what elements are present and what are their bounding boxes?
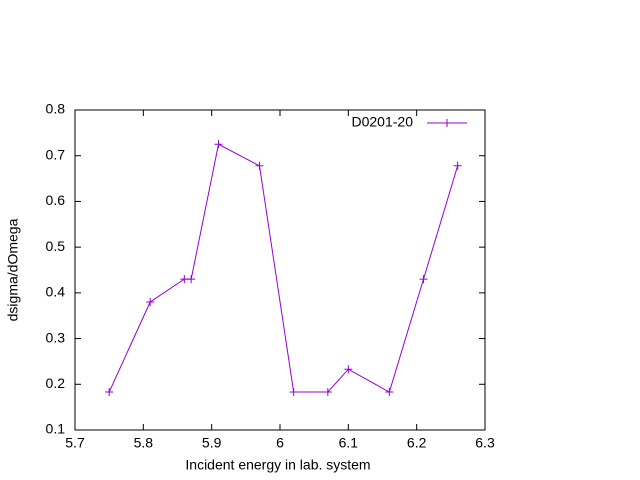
x-tick-label: 6.3 <box>475 435 495 451</box>
x-tick-label: 5.7 <box>65 435 85 451</box>
y-tick-label: 0.5 <box>46 238 66 254</box>
y-tick-label: 0.4 <box>46 284 66 300</box>
series-line <box>108 143 459 393</box>
point-marker <box>323 388 332 397</box>
point-marker <box>289 388 298 397</box>
y-tick-label: 0.8 <box>46 101 66 117</box>
point-marker <box>180 275 189 284</box>
y-tick-label: 0.2 <box>46 375 66 391</box>
legend-label: D0201-20 <box>352 114 414 130</box>
y-axis-label: dsigma/dOmega <box>5 218 21 321</box>
x-tick-label: 6 <box>276 435 284 451</box>
y-tick-label: 0.3 <box>46 329 66 345</box>
point-marker <box>453 161 462 170</box>
x-tick-label: 6.2 <box>407 435 427 451</box>
x-tick-label: 6.1 <box>339 435 359 451</box>
point-marker <box>385 388 394 397</box>
y-tick-label: 0.7 <box>46 146 66 162</box>
x-tick-label: 5.8 <box>134 435 154 451</box>
point-marker <box>187 275 196 284</box>
x-tick-label: 5.9 <box>202 435 222 451</box>
x-axis-label: Incident energy in lab. system <box>185 457 370 473</box>
y-tick-label: 0.1 <box>46 421 66 437</box>
point-marker <box>146 298 155 306</box>
point-marker <box>214 140 223 149</box>
plot-border <box>74 109 486 431</box>
legend-marker <box>443 119 451 127</box>
point-marker <box>105 388 114 397</box>
point-marker <box>255 161 264 170</box>
point-marker <box>344 365 353 374</box>
y-tick-label: 0.6 <box>46 192 66 208</box>
point-marker <box>419 275 428 284</box>
